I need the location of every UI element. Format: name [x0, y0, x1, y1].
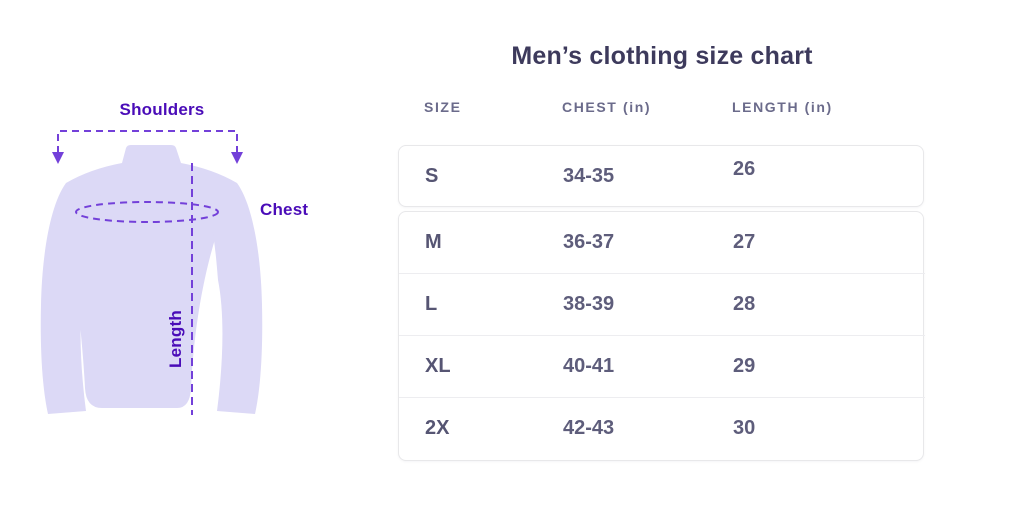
chest-cell: 38-39	[563, 293, 615, 315]
length-cell: 27	[733, 231, 756, 253]
size-cell: 2X	[425, 417, 450, 439]
table-row: M 36-37 27	[399, 212, 925, 273]
length-label: Length	[166, 310, 185, 368]
size-cell: XL	[425, 355, 451, 377]
shoulders-arrow-left-icon	[52, 152, 64, 164]
column-header-length: LENGTH (in)	[732, 99, 833, 115]
table-row: 2X 42-43 30	[399, 397, 925, 459]
shoulders-measure-line	[57, 130, 238, 153]
column-header-size: SIZE	[424, 99, 462, 115]
shirt-diagram: Shoulders Chest Length	[0, 0, 370, 514]
table-row: XL 40-41 29	[399, 335, 925, 397]
shirt-body	[66, 145, 237, 408]
chest-cell: 42-43	[563, 417, 615, 439]
shirt-left-sleeve	[40, 183, 102, 414]
table-row: L 38-39 28	[399, 273, 925, 335]
length-cell: 30	[733, 417, 756, 439]
length-cell: 28	[733, 293, 756, 315]
chest-measure-ellipse	[75, 201, 219, 223]
shirt-right-sleeve	[201, 183, 263, 414]
table-box-first: S 34-35 26	[398, 145, 924, 207]
table-row: S 34-35 26	[399, 146, 925, 207]
column-header-chest: CHEST (in)	[562, 99, 652, 115]
chest-cell: 40-41	[563, 355, 615, 377]
table-header-row: SIZE CHEST (in) LENGTH (in)	[398, 99, 926, 115]
shoulders-label: Shoulders	[119, 100, 205, 119]
size-cell: M	[425, 231, 442, 253]
chest-cell: 34-35	[563, 165, 615, 187]
length-cell: 26	[733, 158, 756, 180]
shoulders-arrow-right-icon	[231, 152, 243, 164]
table-title: Men’s clothing size chart	[511, 42, 813, 70]
chest-label: Chest	[260, 200, 309, 219]
shirt-illustration	[40, 130, 263, 415]
chest-cell: 36-37	[563, 231, 615, 253]
table-box-rest: M 36-37 27 L 38-39 28 XL 40-41 29 2X 42-…	[398, 211, 925, 461]
length-cell: 29	[733, 355, 756, 377]
size-cell: S	[425, 165, 439, 187]
size-cell: L	[425, 293, 438, 315]
